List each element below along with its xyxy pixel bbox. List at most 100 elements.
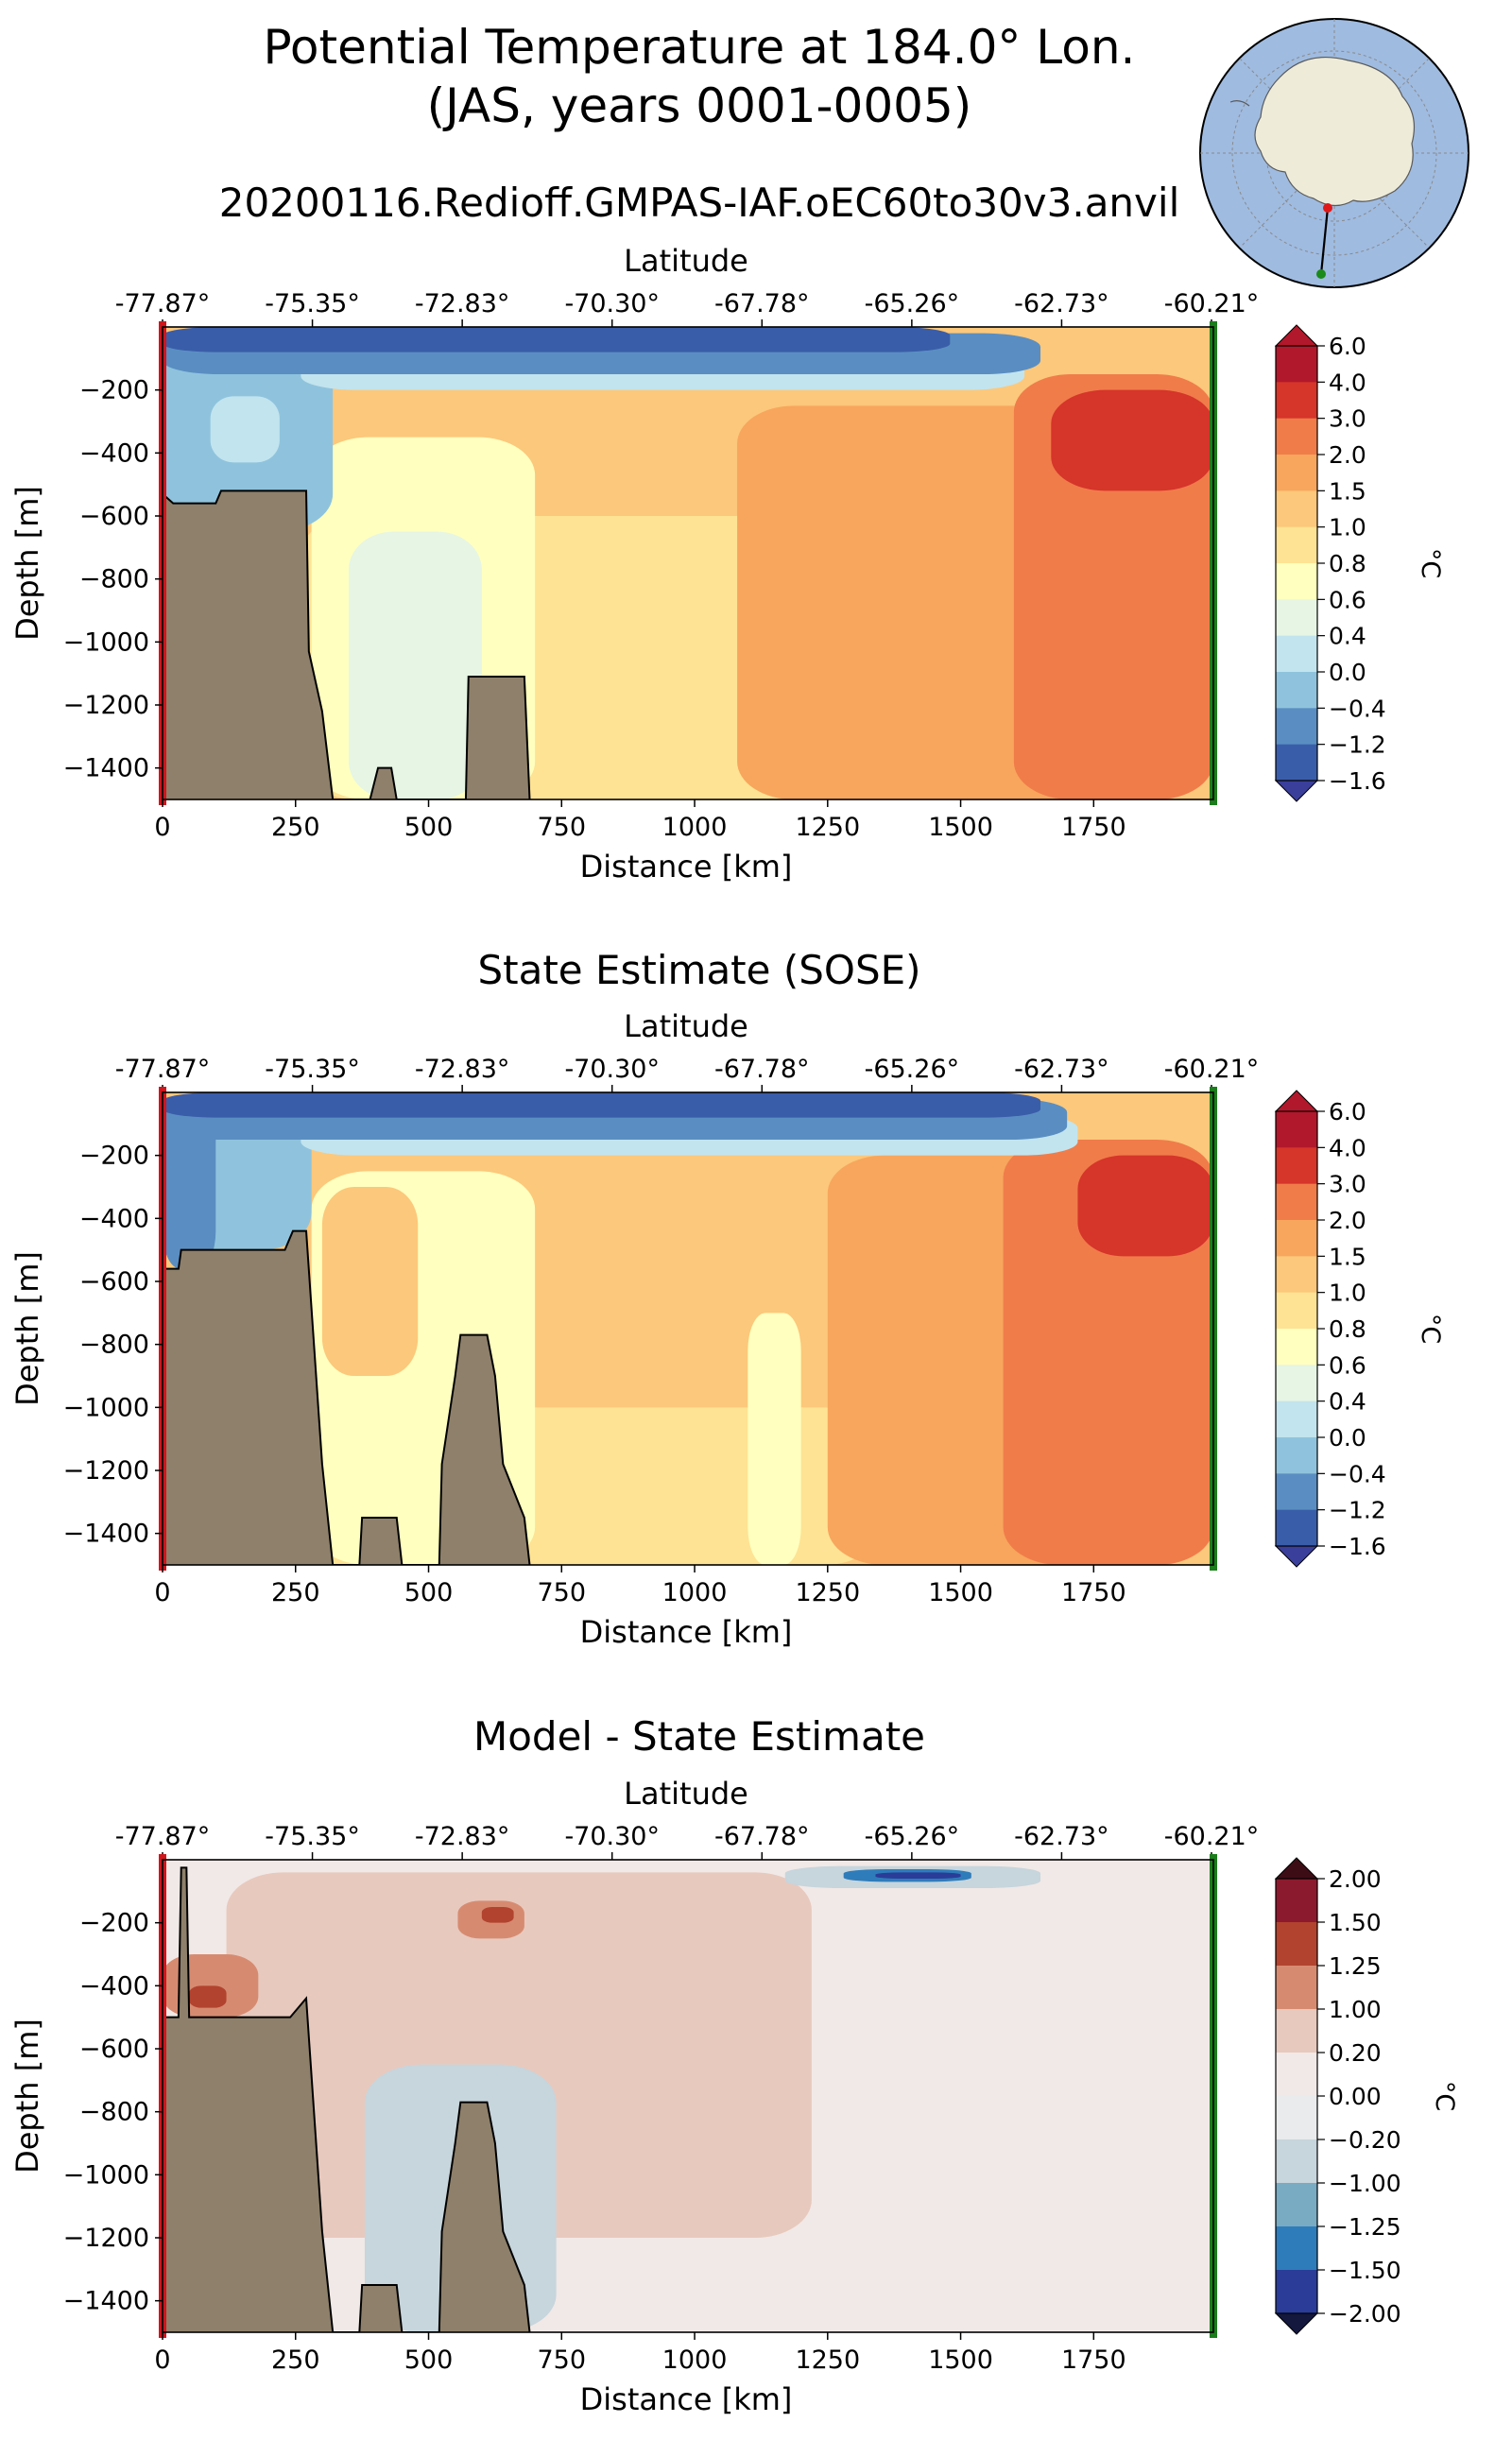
latitude-tick-label: -62.73° bbox=[1014, 289, 1109, 318]
x-axis-label: Distance [km] bbox=[580, 1614, 793, 1650]
colorbar-segment bbox=[1276, 1147, 1317, 1185]
y-tick-label: −800 bbox=[79, 565, 149, 594]
colorbar-tick-label: 0.0 bbox=[1329, 659, 1366, 686]
depth-ticks: −200 −400 −600 −800 −1000 −1200 −1400 bbox=[63, 376, 163, 783]
top-axis-label: Latitude bbox=[624, 1778, 748, 1812]
x-tick-label: 1750 bbox=[1061, 813, 1126, 842]
colorbar-tick-label: 6.0 bbox=[1329, 333, 1366, 360]
seafloor-bathymetry bbox=[163, 490, 531, 799]
x-tick-label: 250 bbox=[271, 813, 320, 842]
colorbar-segment bbox=[1276, 1400, 1317, 1438]
contour-region bbox=[349, 531, 482, 799]
x-tick-label: 500 bbox=[404, 1578, 454, 1607]
y-tick-label: −1000 bbox=[63, 1393, 149, 1422]
latitude-tick-label: -77.87° bbox=[115, 289, 211, 318]
x-tick-label: 0 bbox=[154, 813, 170, 842]
colorbar-tick-label: 0.0 bbox=[1329, 1424, 1366, 1452]
contour-region bbox=[210, 396, 280, 463]
colorbar: 6.0 4.0 3.0 2.0 1.5 1.0 0.8 0.6 0.4 0.0 −0.4 −1.2 −1… bbox=[1274, 1090, 1386, 1568]
colorbar-over-arrow bbox=[1274, 324, 1319, 347]
colorbar-under-arrow bbox=[1274, 1545, 1319, 1568]
latitude-tick-label: -75.35° bbox=[265, 1055, 360, 1084]
colorbar-tick-label: −1.2 bbox=[1329, 731, 1386, 759]
colorbar-segment bbox=[1276, 672, 1317, 709]
x-tick-label: 500 bbox=[404, 2345, 454, 2375]
x-tick-label: 1500 bbox=[928, 813, 993, 842]
colorbar-tick-label: 6.0 bbox=[1329, 1098, 1366, 1125]
colorbar-tick-label: 0.20 bbox=[1329, 2039, 1382, 2067]
contour-region bbox=[163, 1092, 1041, 1118]
colorbar-tick-label: 1.50 bbox=[1329, 1909, 1382, 1936]
latitude-tick-label: -77.87° bbox=[115, 1822, 211, 1851]
colorbar-segment bbox=[1276, 526, 1317, 564]
seafloor-bathymetry bbox=[163, 1229, 531, 1565]
colorbar-segment bbox=[1276, 2183, 1317, 2227]
latitude-tick-label: -72.83° bbox=[415, 1822, 510, 1851]
y-tick-label: −400 bbox=[79, 1204, 149, 1233]
colorbar-tick-label: 0.8 bbox=[1329, 1315, 1366, 1343]
colorbar-tick-label: 3.0 bbox=[1329, 405, 1366, 433]
y-tick-label: −800 bbox=[79, 1331, 149, 1360]
x-tick-label: 1750 bbox=[1061, 1578, 1126, 1607]
contour-region bbox=[1051, 389, 1213, 491]
colorbar-tick-label: 0.6 bbox=[1329, 1351, 1366, 1379]
colorbar-unit-label: °C bbox=[1430, 2081, 1459, 2111]
colorbar-segment bbox=[1276, 744, 1317, 782]
colorbar-tick-label: 2.00 bbox=[1329, 1865, 1382, 1893]
depth-ticks: −200 −400 −600 −800 −1000 −1200 −1400 bbox=[63, 1142, 163, 1549]
latitude-ticks: -77.87° -75.35° -72.83° -70.30° -67.78° -65.2… bbox=[115, 1055, 1260, 1092]
x-axis-label: Distance [km] bbox=[580, 849, 793, 885]
figure-subtitle: 20200116.Redioff.GMPAS-IAF.oEC60to30v3.a… bbox=[218, 180, 1180, 226]
colorbar-segment bbox=[1276, 382, 1317, 420]
latitude-tick-label: -65.26° bbox=[865, 289, 960, 318]
colorbar-tick-label: −1.00 bbox=[1329, 2170, 1401, 2197]
colorbar-tick-label: −2.00 bbox=[1329, 2300, 1401, 2328]
contour-region bbox=[1077, 1155, 1213, 1257]
colorbar-segment bbox=[1276, 455, 1317, 491]
colorbar-tick-label: 4.0 bbox=[1329, 1134, 1366, 1161]
distance-ticks: 0 250 500 750 1000 1250 1500 1750 bbox=[154, 1565, 1126, 1607]
x-tick-label: 1500 bbox=[928, 2345, 993, 2375]
x-tick-label: 750 bbox=[538, 1578, 587, 1607]
colorbar-tick-label: 1.0 bbox=[1329, 1280, 1366, 1307]
colorbar-segment bbox=[1276, 1220, 1317, 1257]
latitude-tick-label: -60.21° bbox=[1164, 1055, 1260, 1084]
latitude-tick-label: -72.83° bbox=[415, 289, 510, 318]
colorbar: 6.0 4.0 3.0 2.0 1.5 1.0 0.8 0.6 0.4 0.0 −0.4 −1.2 −1… bbox=[1274, 324, 1386, 802]
colorbar-segment bbox=[1276, 2270, 1317, 2314]
latitude-tick-label: -77.87° bbox=[115, 1055, 211, 1084]
colorbar-tick-label: −1.6 bbox=[1329, 767, 1386, 795]
colorbar-segment bbox=[1276, 1879, 1317, 1923]
y-tick-label: −600 bbox=[79, 502, 149, 531]
latitude-tick-label: -70.30° bbox=[564, 289, 660, 318]
colorbar-tick-label: 1.5 bbox=[1329, 477, 1366, 505]
colorbar-segment bbox=[1276, 418, 1317, 455]
colorbar-tick-label: 0.4 bbox=[1329, 1388, 1366, 1416]
plot-frame bbox=[162, 1859, 1214, 2333]
y-tick-label: −400 bbox=[79, 1971, 149, 2001]
colorbar-under-arrow bbox=[1274, 780, 1319, 802]
distance-ticks: 0 250 500 750 1000 1250 1500 1750 bbox=[154, 799, 1126, 842]
latitude-ticks: -77.87° -75.35° -72.83° -70.30° -67.78° -65.2… bbox=[115, 1822, 1259, 1860]
latitude-tick-label: -65.26° bbox=[865, 1822, 960, 1851]
colorbar-segment bbox=[1276, 2096, 1317, 2140]
colorbar-segment bbox=[1276, 2139, 1317, 2184]
colorbar-segment bbox=[1276, 1473, 1317, 1511]
figure-title-line1: Potential Temperature at 184.0° Lon. bbox=[263, 20, 1136, 75]
contour-region bbox=[321, 1187, 419, 1376]
x-tick-label: 250 bbox=[271, 2345, 320, 2375]
contour-region bbox=[163, 1102, 216, 1269]
y-axis-label: Depth [m] bbox=[9, 1251, 45, 1406]
x-tick-label: 1250 bbox=[795, 813, 860, 842]
colorbar-segment bbox=[1276, 1365, 1317, 1402]
colorbar-segment bbox=[1276, 1509, 1317, 1547]
colorbar-segment bbox=[1276, 2226, 1317, 2271]
x-tick-label: 1250 bbox=[795, 2345, 860, 2375]
colorbar-segment bbox=[1276, 1329, 1317, 1366]
plot-frame bbox=[162, 326, 1214, 800]
colorbar-segment bbox=[1276, 708, 1317, 746]
colorbar-tick-label: −1.2 bbox=[1329, 1497, 1386, 1524]
x-axis-label: Distance [km] bbox=[580, 2381, 793, 2417]
latitude-tick-label: -60.21° bbox=[1164, 289, 1260, 318]
x-tick-label: 0 bbox=[154, 2345, 170, 2375]
